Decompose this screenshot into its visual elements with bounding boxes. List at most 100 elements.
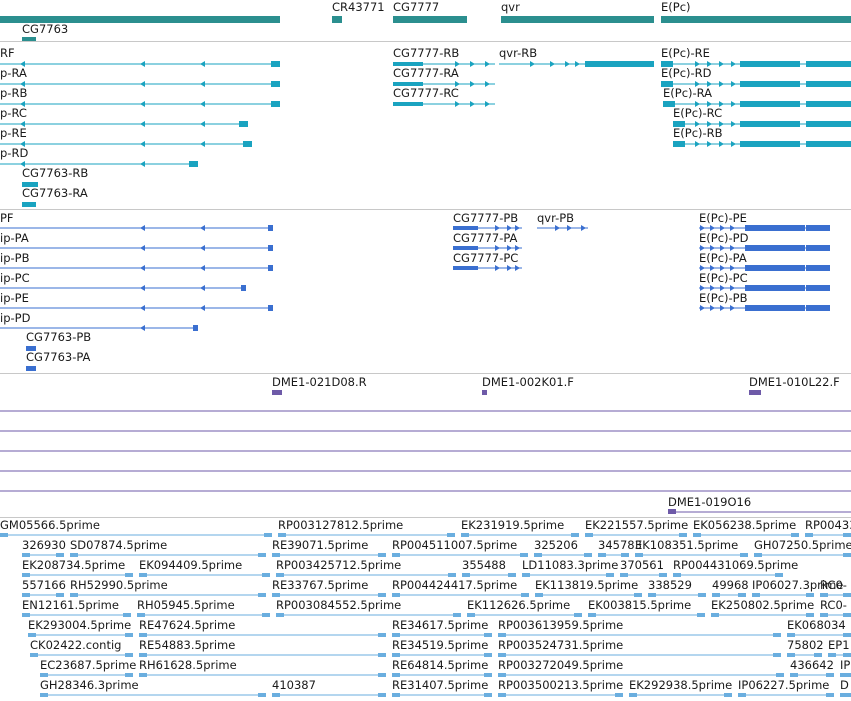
est-exon[interactable] — [125, 633, 133, 637]
mrna-exon[interactable] — [806, 81, 851, 87]
est-label-rp003524731-5prime[interactable]: RP003524731.5prime — [498, 638, 624, 652]
est-label-ek003815-5prime[interactable]: EK003815.5prime — [588, 598, 692, 612]
mrna-exon[interactable] — [393, 102, 423, 106]
cds-label-e-pc-pd[interactable]: E(Pc)-PD — [699, 231, 749, 245]
est-exon[interactable] — [125, 653, 133, 657]
gene-bar-e-pc[interactable] — [661, 16, 851, 23]
est-label-rc0[interactable]: RC0- — [820, 578, 847, 592]
est-label-re34617-5prime[interactable]: RE34617.5prime — [392, 618, 489, 632]
est-label-rp003272049-5prime[interactable]: RP003272049.5prime — [498, 658, 624, 672]
est-exon[interactable] — [56, 593, 64, 597]
est-exon[interactable] — [806, 593, 814, 597]
est-exon[interactable] — [378, 593, 386, 597]
est-exon[interactable] — [28, 633, 36, 637]
mrna-exon[interactable] — [806, 141, 851, 147]
est-exon[interactable] — [378, 553, 386, 557]
est-label-rp004431069-5prime[interactable]: RP004431069.5prime — [673, 558, 799, 572]
cds-exon[interactable] — [745, 265, 805, 271]
est-exon[interactable] — [621, 553, 629, 557]
est-exon[interactable] — [776, 673, 784, 677]
est-exon[interactable] — [276, 613, 284, 617]
est-label-ek221557-5prime[interactable]: EK221557.5prime — [585, 518, 689, 532]
cds-exon-cg7763-pa[interactable] — [26, 366, 36, 371]
est-label-ec23687-5prime[interactable]: EC23687.5prime — [40, 658, 137, 672]
est-exon[interactable] — [843, 633, 851, 637]
est-exon[interactable] — [484, 653, 492, 657]
est-exon[interactable] — [738, 693, 746, 697]
est-label-re34519-5prime[interactable]: RE34519.5prime — [392, 638, 489, 652]
mrna-label-e-pc-rb[interactable]: E(Pc)-RB — [673, 126, 723, 140]
est-exon[interactable] — [498, 673, 506, 677]
est-exon[interactable] — [392, 673, 400, 677]
mrna-label-cg7777-rb[interactable]: CG7777-RB — [393, 46, 460, 60]
clone-label-dme1-019o16[interactable]: DME1-019O16 — [668, 495, 752, 509]
mrna-exon[interactable] — [806, 121, 851, 127]
est-label-rp003613959-5prime[interactable]: RP003613959.5prime — [498, 618, 624, 632]
est-exon[interactable] — [392, 693, 400, 697]
est-label-ek108351-5prime[interactable]: EK108351.5prime — [635, 538, 739, 552]
mrna-exon-cg7763-rb[interactable] — [22, 182, 38, 187]
est-exon[interactable] — [258, 693, 266, 697]
est-exon[interactable] — [826, 693, 834, 697]
est-exon[interactable] — [521, 593, 529, 597]
cds-label-cg7777-pb[interactable]: CG7777-PB — [453, 211, 519, 225]
cds-exon[interactable] — [806, 265, 830, 271]
est-exon[interactable] — [264, 533, 272, 537]
est-label-rh61628-5prime[interactable]: RH61628.5prime — [139, 658, 237, 672]
est-exon[interactable] — [56, 553, 64, 557]
est-exon[interactable] — [125, 673, 133, 677]
est-exon[interactable] — [520, 553, 528, 557]
est-label-ek056238-5prime[interactable]: EK056238.5prime — [693, 518, 797, 532]
mrna-exon[interactable] — [661, 61, 673, 67]
est-label-rp003084552-5prime[interactable]: RP003084552.5prime — [276, 598, 402, 612]
est-label-ip06027-3prime[interactable]: IP06027.3prime — [752, 578, 844, 592]
cds-label-cg7763-pa[interactable]: CG7763-PA — [26, 350, 91, 364]
est-exon[interactable] — [634, 593, 642, 597]
cds-label-cg7777-pa[interactable]: CG7777-PA — [453, 231, 518, 245]
est-exon[interactable] — [484, 673, 492, 677]
est-label-rp004511007-5prime[interactable]: RP004511007.5prime — [392, 538, 518, 552]
est-label-ek231919-5prime[interactable]: EK231919.5prime — [461, 518, 565, 532]
mrna-label-qvr-rb[interactable]: qvr-RB — [499, 46, 538, 60]
est-label-ep1[interactable]: EP1 — [828, 638, 850, 652]
est-exon[interactable] — [258, 553, 266, 557]
est-exon[interactable] — [272, 593, 280, 597]
cds-label-ip-pe[interactable]: ip-PE — [0, 291, 29, 305]
est-exon[interactable] — [392, 553, 400, 557]
clone-end-dme1-021d08-r[interactable] — [272, 390, 282, 395]
est-exon[interactable] — [22, 553, 30, 557]
est-label-ek292938-5prime[interactable]: EK292938.5prime — [629, 678, 733, 692]
est-exon[interactable] — [392, 653, 400, 657]
est-exon[interactable] — [773, 653, 781, 657]
cds-label-ip-pa[interactable]: ip-PA — [0, 231, 29, 245]
mrna-label-p-rc[interactable]: p-RC — [0, 106, 27, 120]
est-exon[interactable] — [30, 653, 38, 657]
est-exon[interactable] — [828, 653, 836, 657]
est-label-436642[interactable]: 436642 — [790, 658, 834, 672]
mrna-label-e-pc-re[interactable]: E(Pc)-RE — [661, 46, 710, 60]
cds-exon[interactable] — [268, 225, 273, 231]
est-label-gm05566-5prime[interactable]: GM05566.5prime — [0, 518, 100, 532]
est-exon[interactable] — [378, 633, 386, 637]
est-exon[interactable] — [378, 653, 386, 657]
est-exon[interactable] — [272, 553, 280, 557]
est-label-ck02422-contig[interactable]: CK02422.contig — [30, 638, 122, 652]
est-exon[interactable] — [787, 653, 795, 657]
est-exon[interactable] — [262, 573, 270, 577]
gene-bar-cr43771[interactable] — [332, 16, 342, 23]
cds-exon[interactable] — [453, 246, 478, 250]
est-exon[interactable] — [448, 573, 456, 577]
est-label-rp004424417-5prime[interactable]: RP004424417.5prime — [392, 578, 518, 592]
cds-label-cg7777-pc[interactable]: CG7777-PC — [453, 251, 519, 265]
est-exon[interactable] — [498, 653, 506, 657]
mrna-label-rf[interactable]: RF — [0, 46, 15, 60]
mrna-label-p-re[interactable]: p-RE — [0, 126, 27, 140]
est-exon[interactable] — [40, 673, 48, 677]
cds-label-qvr-pb[interactable]: qvr-PB — [537, 211, 575, 225]
cds-exon[interactable] — [193, 325, 198, 331]
est-exon[interactable] — [773, 633, 781, 637]
mrna-label-cg7763-ra[interactable]: CG7763-RA — [22, 186, 88, 200]
est-label-rc0[interactable]: RC0- — [820, 598, 847, 612]
gene-bar-qvr[interactable] — [501, 16, 654, 23]
